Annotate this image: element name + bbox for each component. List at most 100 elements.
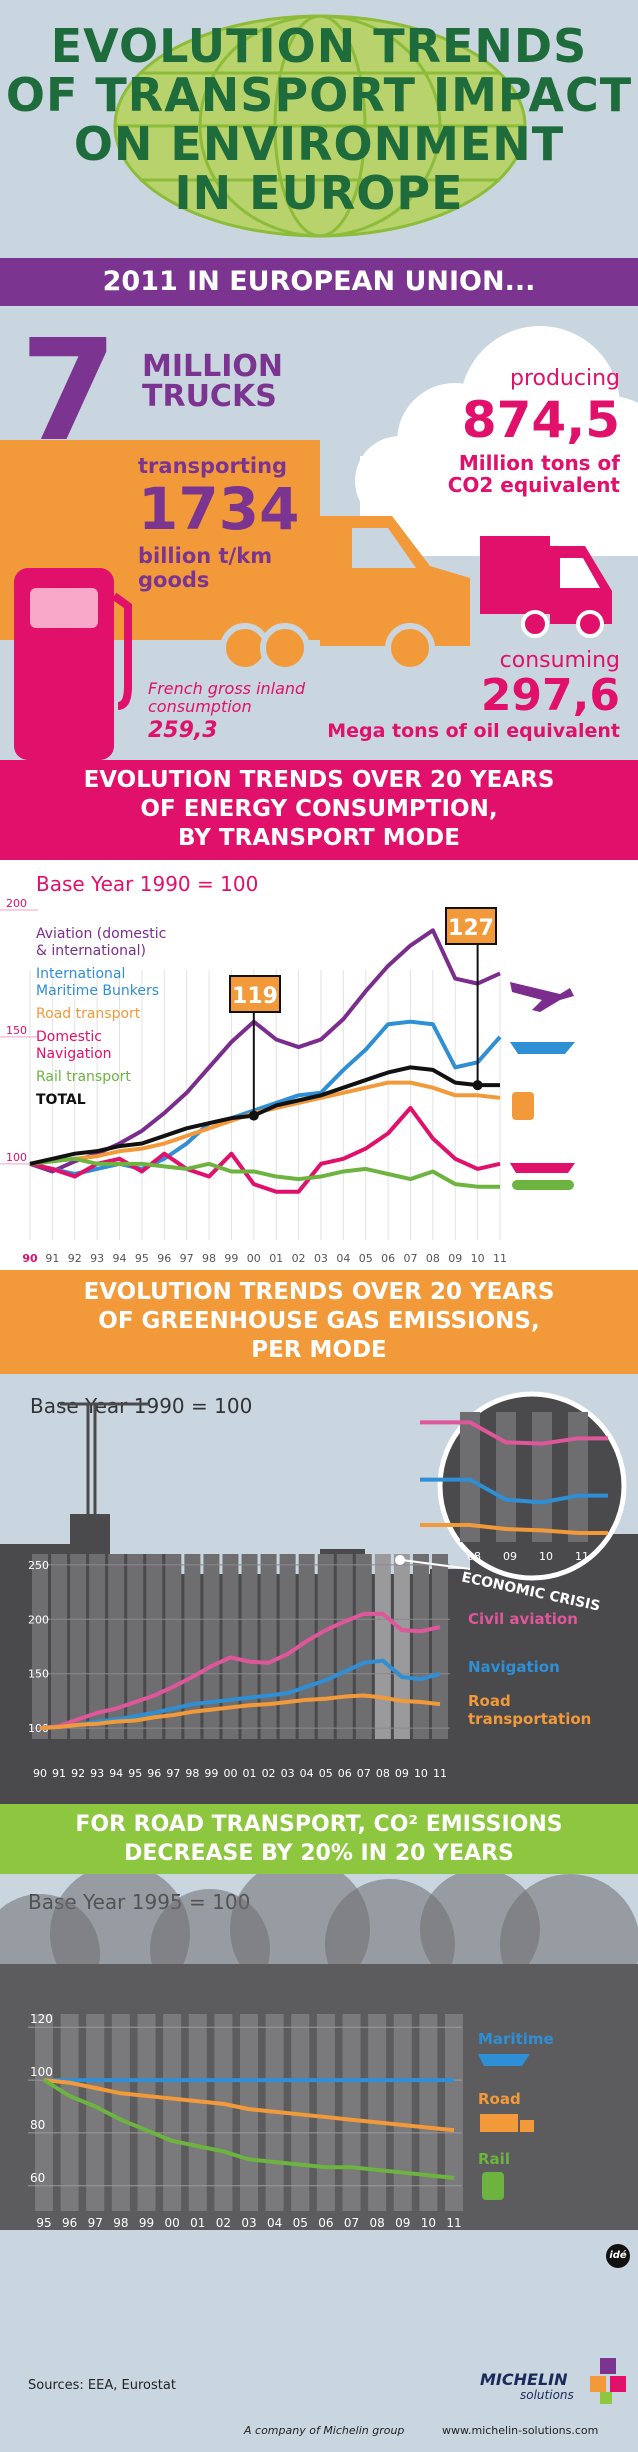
x-tick-label: 93 [90,1767,104,1780]
legend-label: Rail [478,2150,510,2168]
french-label-2: consumption [148,697,252,716]
website-link[interactable]: www.michelin-solutions.com [442,2424,599,2437]
y-tick-label: 200 [28,1613,49,1626]
truck-icon [480,2114,518,2132]
series-line [42,2078,455,2180]
x-tick-label: 05 [293,2216,308,2230]
energy-banner: EVOLUTION TRENDS OVER 20 YEARS OF ENERGY… [0,760,638,860]
x-tick-label: 94 [109,1767,123,1780]
column-band [214,2014,233,2211]
x-tick-label: 01 [243,1767,257,1780]
callout-box [445,907,497,945]
legend-label: Navigation [468,1658,560,1676]
column-band [317,1554,334,1739]
legend-item: TOTAL [36,1092,236,1109]
callout-box [229,975,281,1013]
producing-value: 874,5 [461,391,620,449]
x-tick-label: 07 [357,1767,371,1780]
legend-label: Road [478,2090,521,2108]
consuming-label: consuming [499,648,620,673]
zoom-band [460,1412,480,1542]
x-tick-label: 05 [319,1767,333,1780]
eu-stats: 7 MILLION TRUCKS transporting 1734 billi… [0,306,638,760]
column-band [32,1554,48,1739]
zoom-tick-label: 08 [467,1550,481,1563]
column-band [86,2014,105,2211]
column-band [342,2014,361,2211]
energy-chart-panel: Base Year 1990 = 100 200 150 100 90 91 92 93 94… [0,860,638,1270]
y-tick-label: 200 [6,897,27,910]
ghg-banner-line-3: PER MODE [251,1337,387,1363]
ghg-base-year: Base Year 1990 = 100 [30,1394,253,1418]
x-tick-label: 92 [68,1252,82,1265]
french-label-1: French gross inland [148,679,306,698]
x-tick-label: 97 [166,1767,180,1780]
ghg-banner-line-2: OF GREENHOUSE GAS EMISSIONS, [98,1308,540,1334]
series-line [39,1611,441,1731]
fuel-pump-icon [14,568,132,760]
zoom-band [568,1412,588,1542]
x-tick-label: 03 [241,2216,256,2230]
globe-icon [113,14,527,238]
trucks-label-2: TRUCKS [142,379,277,414]
ghg-chart: 90 91 92 93 94 95 96 97 98 99 00 01 02 03 04 05 06 07 08 09… [0,1391,638,1804]
x-tick-label: 99 [204,1767,218,1780]
company-line: A company of Michelin group [244,2424,405,2437]
x-tick-label: 97 [180,1252,194,1265]
transporting-unit: billion t/km goods [138,544,273,592]
y-tick-label: 100 [6,1151,27,1164]
column-band [240,2014,258,2211]
producing-unit-1: Million tons of [458,451,620,475]
energy-base-year: Base Year 1990 = 100 [36,872,259,896]
trucks-number: 7 [20,310,118,473]
ghg-banner: EVOLUTION TRENDS OVER 20 YEARS OF GREENH… [0,1270,638,1374]
energy-banner-line-2: OF ENERGY CONSUMPTION, [140,796,498,822]
series-line [39,1693,441,1731]
x-tick-label: 10 [471,1252,485,1265]
road-chart-panel: Base Year 1995 = 100 9596979899000102030… [0,1874,638,2230]
x-tick-label: 95 [36,2216,51,2230]
y-tick-label: 100 [30,2065,53,2079]
column-band [188,2014,207,2211]
x-tick-label: 01 [190,2216,205,2230]
road-banner: FOR ROAD TRANSPORT, CO² EMISSIONS DECREA… [0,1804,638,1874]
crane-icon [60,1402,150,1574]
x-tick-label: 00 [223,1767,237,1780]
x-tick-label: 90 [33,1767,47,1780]
x-tick-label: 90 [22,1252,38,1265]
x-tick-label: 06 [338,1767,352,1780]
legend-label: TOTAL [36,1092,86,1108]
ghg-chart-panel: Base Year 1990 = 100 90 91 92 93 94 95 96 97 98 9… [0,1374,638,1804]
column-band [222,1554,239,1739]
y-tick-label: 250 [28,1559,49,1572]
x-tick-label: 10 [414,1767,428,1780]
column-band [184,1554,201,1739]
legend-label: Domestic [36,1029,102,1045]
ship-icon [510,1042,575,1054]
brand-sub: solutions [520,2388,574,2402]
x-tick-label: 11 [446,2216,461,2230]
x-tick-label: 06 [381,1252,395,1265]
legend-item: Road transport [36,1006,236,1023]
truck-cab-icon [520,2120,534,2132]
legend-label: & international) [36,943,146,959]
road-banner-line-1: FOR ROAD TRANSPORT, CO² EMISSIONS [75,1812,563,1837]
zoom-band [532,1412,552,1542]
callout-label: 119 [232,984,278,1009]
column-band [89,1554,106,1739]
column-band [316,2014,335,2211]
x-tick-label: 10 [421,2216,436,2230]
footer: idé Sources: EEA, Eurostat MICHELIN solu… [0,2230,638,2452]
x-tick-label: 04 [336,1252,350,1265]
x-tick-label: 96 [147,1767,161,1780]
x-tick-label: 96 [157,1252,171,1265]
zoom-series-line [420,1420,608,1446]
series-line [43,2078,455,2133]
column-band [60,2014,79,2211]
x-tick-label: 06 [318,2216,333,2230]
x-tick-label: 11 [433,1767,447,1780]
column-band [432,1554,448,1739]
legend-label: transportation [468,1710,591,1728]
consuming-value: 297,6 [480,670,620,721]
